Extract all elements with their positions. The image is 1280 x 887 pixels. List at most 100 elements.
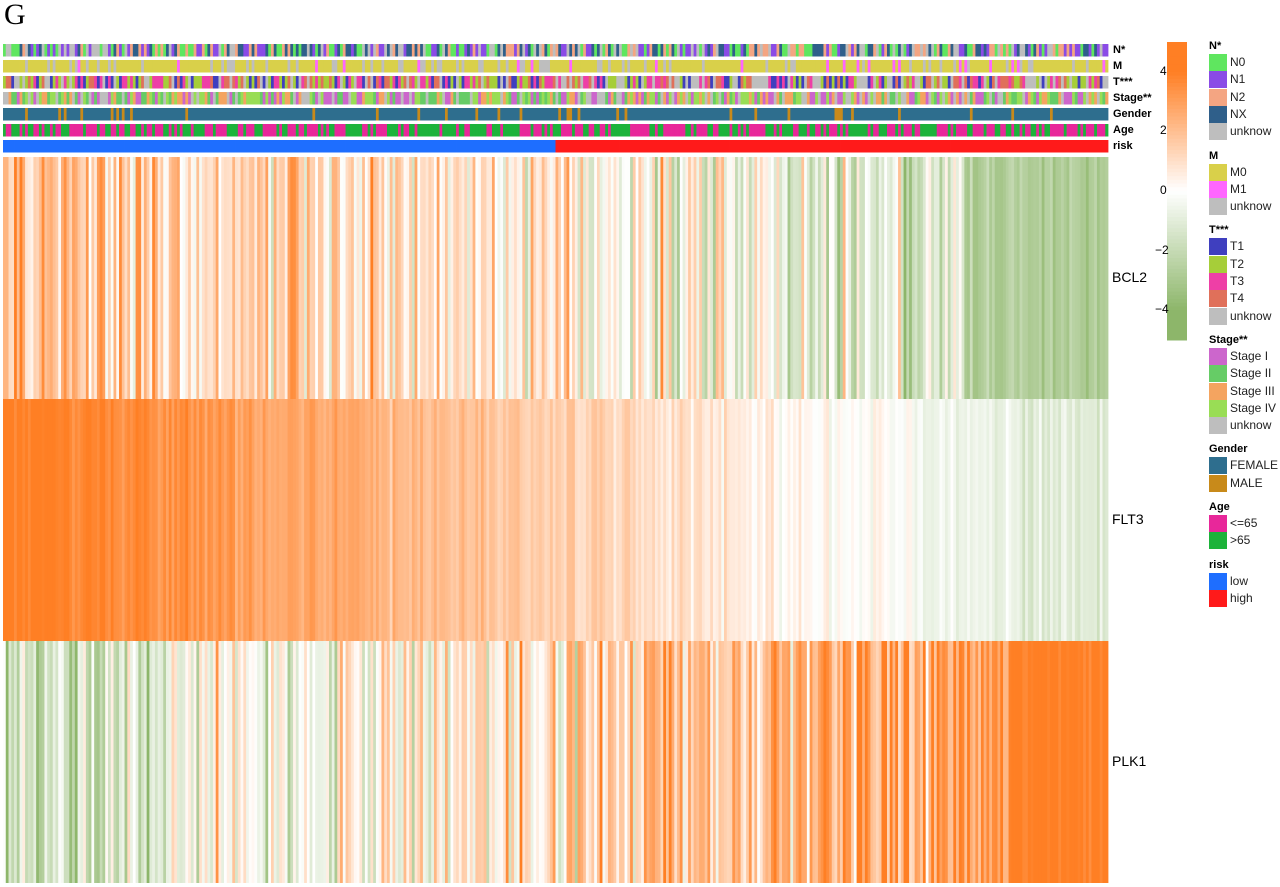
annotation-cell [102, 92, 106, 105]
heatmap-cell [8, 641, 12, 883]
heatmap-cell [574, 641, 578, 883]
annotation-cell [1061, 108, 1065, 121]
annotation-cell [480, 60, 485, 73]
colorbar-segment [1167, 90, 1187, 95]
annotation-cell [237, 140, 241, 153]
heatmap-cell [315, 399, 319, 641]
annotation-cell [701, 76, 706, 89]
heatmap-cell [630, 641, 634, 883]
heatmap-cell [1088, 399, 1092, 641]
heatmap-cell [472, 399, 476, 641]
heatmap-cell [240, 157, 244, 399]
heatmap-cell [135, 641, 139, 883]
annotation-cell [254, 44, 258, 57]
heatmap-cell [27, 157, 32, 399]
annotation-cell [254, 92, 258, 105]
annotation-cell [1058, 108, 1062, 121]
heatmap-cell [986, 157, 990, 399]
annotation-cell [1091, 44, 1095, 57]
annotation-cell [165, 44, 170, 57]
heatmap-cell [207, 399, 211, 641]
heatmap-cell [834, 399, 838, 641]
heatmap-cell [525, 399, 529, 641]
annotation-cell [994, 140, 998, 153]
annotation-cell [74, 60, 78, 73]
annotation-cell [696, 124, 700, 137]
annotation-cell [453, 92, 457, 105]
annotation-cell [461, 124, 465, 137]
annotation-cell [826, 140, 830, 153]
heatmap-cell [124, 399, 128, 641]
legend-label: unknow [1230, 308, 1272, 323]
heatmap-cell [177, 157, 181, 399]
annotation-cell [809, 124, 813, 137]
annotation-cell [480, 124, 485, 137]
heatmap-cell [740, 641, 744, 883]
annotation-cell [840, 92, 844, 105]
annotation-cell [544, 108, 548, 121]
legend-swatch [1209, 347, 1227, 365]
heatmap-cell [936, 641, 940, 883]
annotation-cell [1022, 44, 1026, 57]
annotation-cell [884, 44, 888, 57]
annotation-cell [420, 140, 424, 153]
heatmap-cell [30, 641, 34, 883]
annotation-cell [1094, 44, 1098, 57]
heatmap-cell [182, 399, 186, 641]
annotation-cell [619, 108, 623, 121]
annotation-cell [105, 124, 109, 137]
annotation-cell [801, 124, 805, 137]
annotation-cell [364, 124, 369, 137]
annotation-cell [547, 108, 551, 121]
annotation-cell [284, 76, 288, 89]
annotation-cell [657, 60, 661, 73]
annotation-cell [38, 92, 43, 105]
annotation-cell [331, 140, 335, 153]
annotation-cell [508, 44, 512, 57]
annotation-cell [544, 44, 548, 57]
annotation-cell [96, 108, 101, 121]
heatmap-cell [257, 157, 261, 399]
annotation-cell [367, 124, 371, 137]
heatmap-cell [599, 157, 603, 399]
heatmap-cell [939, 399, 943, 641]
annotation-cell [1014, 108, 1018, 121]
annotation-cell [243, 76, 247, 89]
annotation-cell [663, 44, 667, 57]
annotation-cell [177, 124, 181, 137]
annotation-cell [317, 76, 322, 89]
annotation-cell [939, 44, 943, 57]
annotation-cell [5, 140, 9, 153]
heatmap-cell [964, 157, 968, 399]
annotation-cell [823, 108, 827, 121]
annotation-cell [204, 140, 208, 153]
annotation-cell [135, 92, 139, 105]
annotation-cell [77, 108, 81, 121]
annotation-cell [980, 60, 985, 73]
annotation-cell [199, 44, 203, 57]
heatmap-cell [1005, 399, 1009, 641]
annotation-cell [1088, 124, 1092, 137]
annotation-cell [334, 60, 338, 73]
heatmap-cell [737, 399, 741, 641]
annotation-cell [282, 140, 286, 153]
annotation-cell [1027, 44, 1032, 57]
annotation-cell [154, 60, 159, 73]
annotation-cell [295, 92, 299, 105]
heatmap-cell [906, 157, 910, 399]
annotation-cell [279, 60, 283, 73]
heatmap-cell [1072, 641, 1076, 883]
heatmap-cell [840, 399, 844, 641]
annotation-cell [928, 76, 932, 89]
heatmap-cell [635, 399, 639, 641]
annotation-cell [398, 60, 402, 73]
heatmap-cell [395, 399, 399, 641]
heatmap-cell [442, 641, 446, 883]
annotation-cell [323, 92, 327, 105]
heatmap-cell [442, 399, 446, 641]
annotation-cell [500, 60, 504, 73]
colorbar-segment [1167, 82, 1187, 88]
heatmap-cell [505, 641, 509, 883]
annotation-cell [72, 60, 76, 73]
heatmap-cell [746, 157, 750, 399]
